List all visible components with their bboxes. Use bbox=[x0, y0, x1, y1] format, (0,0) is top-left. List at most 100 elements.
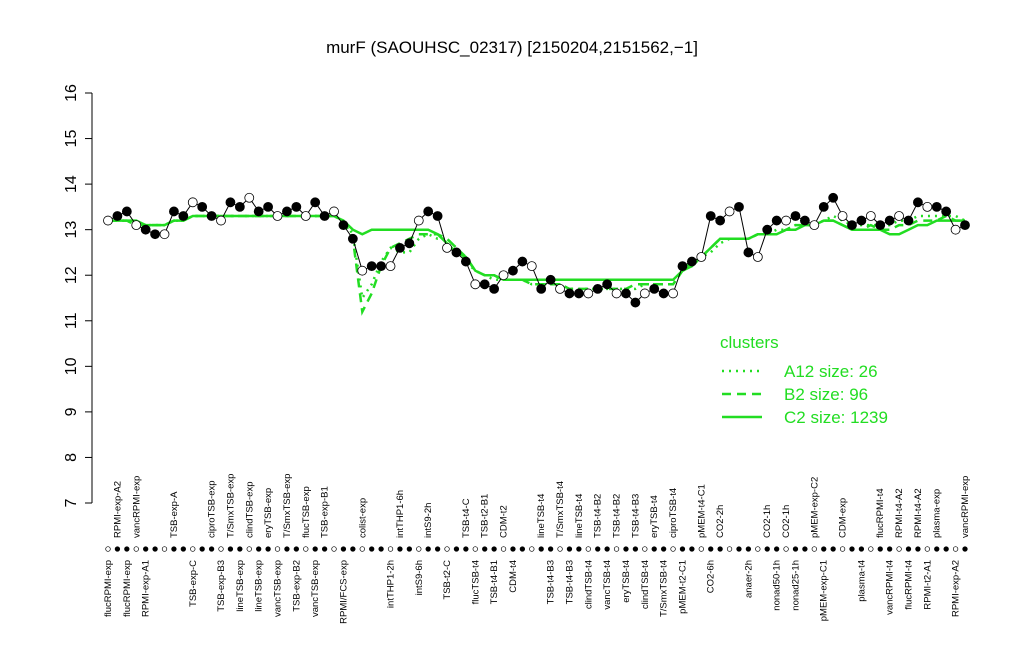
sample-dot bbox=[755, 546, 761, 552]
data-point bbox=[376, 261, 387, 272]
sample-dot bbox=[595, 546, 601, 552]
x-tick-label: vancRPMI-exp bbox=[960, 476, 971, 538]
x-tick-label: ciproTSB-t4 bbox=[668, 488, 679, 538]
data-point bbox=[451, 247, 462, 258]
y-tick-label: 8 bbox=[63, 453, 80, 462]
x-tick-label: RPMI/FCS-exp bbox=[338, 560, 349, 624]
cluster-line bbox=[108, 214, 966, 302]
x-tick-label: anaer-2h bbox=[743, 560, 754, 598]
sample-dot bbox=[161, 546, 168, 552]
sample-dot bbox=[566, 546, 573, 552]
x-tick-label: plasma-t4 bbox=[856, 560, 867, 602]
sample-dot bbox=[613, 546, 620, 552]
sample-dot bbox=[670, 546, 676, 552]
x-tick-label: pMEM-exp-C2 bbox=[809, 477, 820, 538]
x-tick-label: CO2-6h bbox=[706, 560, 717, 593]
sample-dot bbox=[839, 546, 846, 552]
data-point bbox=[639, 288, 650, 299]
x-tick-label: TSB-exp-B3 bbox=[216, 560, 227, 612]
sample-dot bbox=[124, 546, 130, 552]
data-point bbox=[743, 247, 754, 258]
sample-dot bbox=[660, 546, 667, 552]
data-point bbox=[611, 288, 622, 299]
data-point bbox=[828, 192, 839, 203]
data-point bbox=[865, 211, 876, 221]
data-point bbox=[329, 206, 339, 217]
sample-dot bbox=[915, 546, 921, 552]
cluster-line bbox=[108, 214, 965, 316]
x-tick-label: T/SmxTSB-t4 bbox=[659, 560, 670, 617]
sample-dot bbox=[783, 546, 789, 552]
sample-dot bbox=[369, 546, 375, 552]
data-point bbox=[649, 283, 660, 294]
data-point bbox=[903, 215, 914, 226]
data-point bbox=[338, 220, 349, 231]
data-point bbox=[282, 206, 292, 217]
x-tick-label: TSB-t4-B3 bbox=[546, 560, 557, 604]
data-point bbox=[847, 220, 857, 231]
data-point bbox=[413, 215, 424, 226]
x-tick-label: CO2-1h bbox=[762, 505, 773, 538]
data-point bbox=[545, 274, 556, 285]
data-point bbox=[658, 288, 669, 299]
sample-dot bbox=[114, 546, 121, 552]
sample-dot bbox=[378, 546, 384, 552]
x-tick-label: TSB-t4-B2 bbox=[593, 494, 604, 538]
data-point bbox=[385, 261, 396, 272]
x-tick-label: flucTSB-exp bbox=[301, 486, 312, 538]
x-tick-label: CO2-1h bbox=[781, 505, 792, 538]
data-point bbox=[950, 224, 961, 235]
sample-dot bbox=[208, 546, 215, 552]
data-point bbox=[856, 215, 867, 226]
sample-dot bbox=[934, 546, 940, 552]
data-point bbox=[159, 229, 170, 240]
sample-dot bbox=[218, 546, 224, 552]
sample-dot bbox=[887, 546, 893, 552]
sample-dot bbox=[359, 546, 365, 552]
sample-dot bbox=[849, 546, 855, 552]
data-point bbox=[668, 288, 678, 299]
data-point bbox=[809, 220, 820, 231]
chart-title: murF (SAOUHSC_02317) [2150204,2151562,−1… bbox=[326, 38, 698, 57]
x-tick-label: eryTSB-exp bbox=[263, 488, 274, 538]
sample-dot bbox=[689, 546, 695, 552]
sample-dot bbox=[726, 546, 733, 552]
data-point bbox=[404, 238, 415, 249]
sample-dot bbox=[679, 546, 686, 552]
x-tick-label: TSB-t4-C bbox=[461, 498, 472, 538]
legend-title: clusters bbox=[720, 333, 779, 352]
data-point bbox=[187, 197, 198, 208]
data-point bbox=[319, 211, 330, 221]
sample-dot bbox=[698, 546, 704, 552]
data-point bbox=[771, 215, 782, 226]
data-point bbox=[432, 211, 443, 221]
x-tick-label: intTHP1-2h bbox=[386, 560, 397, 608]
sample-dot bbox=[274, 546, 281, 552]
x-tick-label: flucTSB-t4 bbox=[470, 560, 481, 604]
sample-dot bbox=[180, 546, 186, 552]
data-point bbox=[555, 283, 565, 294]
data-point bbox=[423, 206, 434, 217]
x-tick-label: intTHP1-6h bbox=[395, 490, 406, 538]
data-point bbox=[366, 261, 377, 272]
sample-dot bbox=[303, 546, 309, 552]
data-point bbox=[734, 201, 744, 212]
data-point bbox=[960, 220, 970, 231]
x-tick-label: RPMI-t4-A2 bbox=[894, 488, 905, 538]
x-tick-label: RPMI-t4-A2 bbox=[913, 488, 924, 538]
x-tick-label: T/SmxTSB-exp bbox=[282, 474, 293, 538]
sample-dot bbox=[105, 546, 111, 552]
x-tick-label: flucRPMI-t4 bbox=[875, 488, 886, 538]
data-point bbox=[592, 283, 603, 294]
sample-dot bbox=[576, 546, 582, 552]
x-tick-label: pMEM-t2-C1 bbox=[677, 560, 688, 614]
sample-dot bbox=[736, 546, 742, 552]
x-tick-label: CDM-t2 bbox=[499, 505, 510, 538]
x-tick-label: pMEM-t4-C1 bbox=[696, 484, 707, 538]
data-point bbox=[715, 215, 726, 226]
data-point bbox=[442, 242, 452, 253]
sample-dot bbox=[708, 546, 714, 552]
data-point bbox=[272, 211, 283, 221]
data-point bbox=[489, 283, 500, 294]
y-tick-label: 14 bbox=[63, 175, 80, 193]
